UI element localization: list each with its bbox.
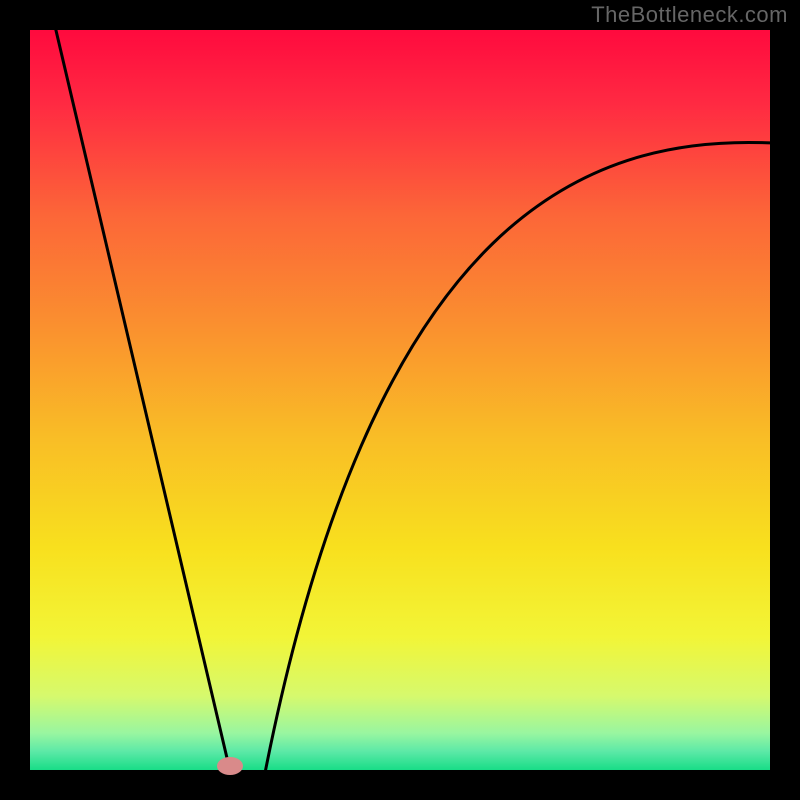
watermark-text: TheBottleneck.com — [591, 2, 788, 28]
minimum-marker — [217, 757, 243, 775]
chart-container: TheBottleneck.com — [0, 0, 800, 800]
plot-area — [30, 30, 770, 770]
curve-layer — [30, 30, 770, 770]
